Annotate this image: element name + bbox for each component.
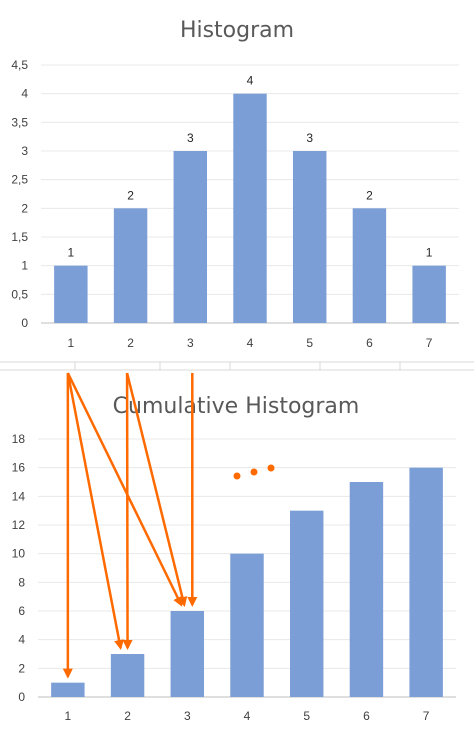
bar [230, 553, 264, 697]
data-label: 1 [68, 246, 75, 260]
bar [349, 482, 384, 697]
data-label: 2 [366, 188, 373, 202]
bar [292, 151, 327, 323]
y-tick-label: 2,5 [11, 173, 28, 187]
ellipsis-dot [267, 464, 275, 472]
x-tick-label: 4 [244, 709, 251, 723]
ellipsis-dot [233, 472, 241, 480]
x-tick-label: 5 [306, 336, 313, 350]
bar [173, 151, 208, 323]
y-tick-label: 3,5 [11, 115, 28, 129]
cumulative-x-axis: 1 2 3 4 5 6 7 [65, 709, 430, 723]
histogram-title: Histogram [180, 18, 294, 43]
arrow [66, 372, 124, 650]
y-tick-label: 8 [18, 575, 25, 589]
ellipsis-dots [233, 464, 275, 480]
y-tick-label: 3 [21, 144, 28, 158]
data-label: 2 [127, 188, 134, 202]
y-tick-label: 6 [18, 604, 25, 618]
x-tick-label: 5 [303, 709, 310, 723]
x-tick-label: 7 [426, 336, 433, 350]
bar [409, 467, 443, 697]
arrow [66, 372, 183, 607]
y-tick-label: 18 [12, 432, 26, 446]
y-tick-label: 2 [21, 201, 28, 215]
histogram-data-labels: 1 2 3 4 3 2 1 [68, 74, 433, 260]
y-tick-label: 1 [21, 259, 28, 273]
cumulative-histogram-title: Cumulative Histogram [113, 394, 360, 419]
cumulative-y-axis: 0 2 4 6 8 10 12 14 16 18 [12, 432, 26, 704]
cumulative-bars [51, 467, 443, 697]
bar [412, 265, 446, 323]
data-label: 4 [247, 74, 254, 88]
y-tick-label: 10 [12, 547, 26, 561]
bar [54, 265, 88, 323]
y-tick-label: 0,5 [11, 287, 28, 301]
bar [289, 510, 324, 697]
data-label: 3 [187, 131, 194, 145]
x-tick-label: 1 [68, 336, 75, 350]
x-tick-label: 2 [127, 336, 134, 350]
histogram-bars [54, 93, 446, 324]
data-label: 3 [306, 131, 313, 145]
y-tick-label: 2 [18, 661, 25, 675]
cumulative-arrows [62, 372, 198, 679]
bar [51, 682, 85, 697]
bar [113, 208, 148, 323]
histogram-x-axis: 1 2 3 4 5 6 7 [68, 336, 433, 350]
y-tick-label: 4 [21, 87, 28, 101]
data-label: 1 [426, 246, 433, 260]
y-tick-label: 0 [21, 316, 28, 330]
x-tick-label: 4 [247, 336, 254, 350]
chart-separator [0, 361, 474, 371]
x-tick-label: 3 [184, 709, 191, 723]
x-tick-label: 6 [366, 336, 373, 350]
y-tick-label: 14 [12, 489, 26, 503]
arrow [125, 372, 188, 607]
y-tick-label: 4 [18, 633, 25, 647]
x-tick-label: 1 [65, 709, 72, 723]
x-tick-label: 6 [363, 709, 370, 723]
arrow [122, 372, 133, 650]
y-tick-label: 12 [12, 518, 26, 532]
x-tick-label: 7 [423, 709, 430, 723]
bar [233, 93, 267, 324]
y-tick-label: 0 [18, 690, 25, 704]
bar [352, 208, 387, 323]
y-tick-label: 1,5 [11, 230, 28, 244]
histogram-y-axis: 0 0,5 1 1,5 2 2,5 3 3,5 4 4,5 [11, 58, 28, 330]
bar [110, 654, 145, 697]
y-tick-label: 16 [12, 461, 26, 475]
ellipsis-dot [250, 468, 258, 476]
x-tick-label: 2 [124, 709, 131, 723]
bar [170, 611, 205, 697]
x-tick-label: 3 [187, 336, 194, 350]
histogram-chart: Histogram 0 0,5 1 1,5 2 2,5 3 3,5 4 4,5 1 2 3 4 3 2 1 1… [11, 18, 459, 350]
y-tick-label: 4,5 [11, 58, 28, 72]
